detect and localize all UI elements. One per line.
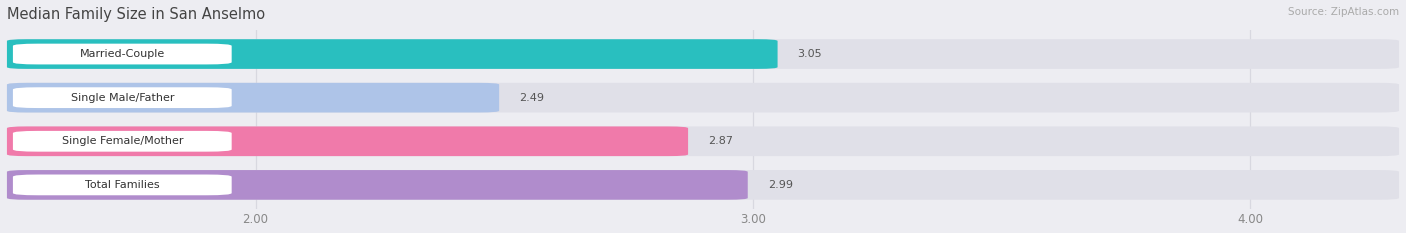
FancyBboxPatch shape — [13, 175, 232, 195]
FancyBboxPatch shape — [7, 127, 1399, 156]
FancyBboxPatch shape — [7, 170, 1399, 200]
FancyBboxPatch shape — [13, 44, 232, 65]
FancyBboxPatch shape — [7, 127, 688, 156]
Text: Married-Couple: Married-Couple — [80, 49, 165, 59]
Text: 2.49: 2.49 — [519, 93, 544, 103]
Text: Median Family Size in San Anselmo: Median Family Size in San Anselmo — [7, 7, 266, 22]
Text: 2.99: 2.99 — [768, 180, 793, 190]
Text: Single Male/Father: Single Male/Father — [70, 93, 174, 103]
Text: 3.05: 3.05 — [797, 49, 823, 59]
FancyBboxPatch shape — [7, 83, 1399, 113]
Text: 2.87: 2.87 — [709, 136, 733, 146]
Text: Single Female/Mother: Single Female/Mother — [62, 136, 183, 146]
FancyBboxPatch shape — [13, 87, 232, 108]
FancyBboxPatch shape — [7, 170, 748, 200]
FancyBboxPatch shape — [13, 131, 232, 152]
FancyBboxPatch shape — [7, 83, 499, 113]
Text: Source: ZipAtlas.com: Source: ZipAtlas.com — [1288, 7, 1399, 17]
FancyBboxPatch shape — [7, 39, 778, 69]
FancyBboxPatch shape — [7, 39, 1399, 69]
Text: Total Families: Total Families — [84, 180, 160, 190]
